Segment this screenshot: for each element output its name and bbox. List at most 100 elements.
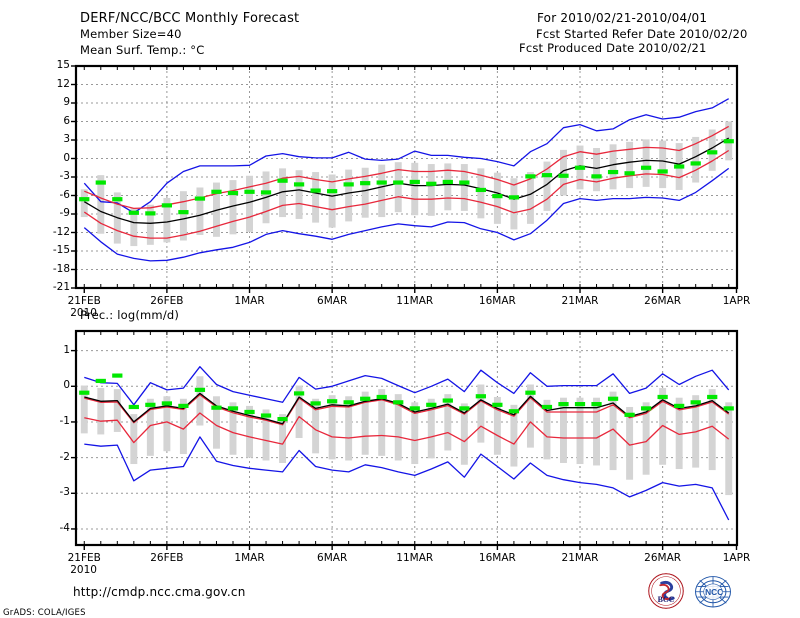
range-bar <box>279 414 287 463</box>
range-bar <box>460 164 468 211</box>
range-bar <box>312 398 320 454</box>
range-bar <box>493 396 501 455</box>
range-bar <box>609 391 617 471</box>
series-mean-1-std <box>83 149 730 239</box>
range-bar <box>246 405 253 458</box>
range-bar <box>295 385 303 438</box>
top-chart-title: Mean Surf. Temp.: °C <box>80 43 205 57</box>
range-bar <box>97 388 105 435</box>
series-ensemble-min <box>83 167 730 262</box>
x-tick-label: 26FEB <box>150 552 184 564</box>
y-tick-label: 12 <box>56 77 70 90</box>
range-bar <box>675 397 683 470</box>
range-bar <box>80 385 88 434</box>
range-bar <box>477 384 485 443</box>
x-tick-label: 1APR <box>722 295 751 307</box>
x-tick-label: 11MAR <box>396 552 434 564</box>
range-bar <box>659 388 667 465</box>
range-bar <box>246 175 253 232</box>
range-bar <box>378 389 386 456</box>
panel-surface-temperature <box>71 64 739 293</box>
range-bar <box>196 376 204 426</box>
member-size-label: Member Size=40 <box>80 27 182 41</box>
y-tick-label: 0 <box>63 151 70 164</box>
bcc-logo-icon: BCC <box>648 573 684 609</box>
range-bar <box>642 139 650 187</box>
range-bar <box>427 164 435 216</box>
y-tick-label: 9 <box>63 96 70 108</box>
y-tick-label: -2 <box>59 450 70 463</box>
x-tick-label: 21FEB <box>67 552 101 564</box>
range-bar <box>80 189 88 218</box>
series-ensemble-mean <box>84 392 730 425</box>
range-bar <box>609 144 617 190</box>
series-mean-1-std <box>84 125 730 210</box>
range-bar <box>593 148 601 192</box>
range-bar <box>560 149 567 196</box>
range-bar <box>543 161 551 211</box>
range-bar <box>113 389 121 432</box>
x-tick-label: 1MAR <box>234 552 265 564</box>
svg-text:NCC: NCC <box>705 587 723 597</box>
range-bar <box>97 175 105 234</box>
range-bar <box>163 197 171 243</box>
range-bar <box>493 172 501 224</box>
y-tick-label: -3 <box>59 486 70 499</box>
range-bar <box>130 414 138 465</box>
range-bar <box>444 163 452 211</box>
range-bar <box>626 141 634 189</box>
range-bar <box>394 162 402 213</box>
range-bar <box>295 170 303 219</box>
range-bar <box>626 406 634 480</box>
x-axis-year-label: 2010 <box>70 307 97 319</box>
svg-text:BCC: BCC <box>658 595 675 604</box>
range-bar <box>560 397 567 463</box>
y-tick-label: -18 <box>52 262 70 275</box>
range-bar <box>146 398 154 456</box>
range-bar <box>378 164 386 218</box>
x-tick-label: 16MAR <box>478 552 516 564</box>
range-bar <box>212 396 220 449</box>
y-tick-label: -4 <box>59 521 70 534</box>
series-mean-1-std <box>84 394 730 426</box>
y-tick-label: -21 <box>52 281 70 293</box>
range-bar <box>708 129 716 171</box>
range-bar <box>427 398 435 459</box>
range-bar <box>477 168 485 219</box>
range-bar <box>229 402 237 455</box>
series-ensemble-max <box>83 98 730 214</box>
grads-credit: GrADS: COLA/IGES <box>3 608 86 618</box>
range-bar <box>179 398 187 455</box>
range-bar <box>328 174 336 228</box>
range-bar <box>361 391 369 455</box>
range-bar <box>526 384 534 448</box>
x-tick-label: 1MAR <box>234 295 265 307</box>
range-bar <box>279 168 287 218</box>
range-bar <box>543 399 551 460</box>
series-ensemble-min <box>84 436 730 521</box>
series-ensemble-max <box>84 366 730 406</box>
range-bar <box>411 402 419 465</box>
x-tick-label: 1APR <box>722 552 751 564</box>
x-tick-label: 21MAR <box>561 552 599 564</box>
range-bar <box>328 395 336 460</box>
range-bar <box>692 136 700 183</box>
range-bar <box>394 394 402 461</box>
x-axis-year-label: 2010 <box>70 564 97 576</box>
range-bar <box>229 180 237 235</box>
range-bar <box>576 397 584 465</box>
y-tick-label: -9 <box>59 207 70 219</box>
range-bar <box>593 397 601 466</box>
range-bar <box>526 172 534 224</box>
range-bar <box>708 389 716 471</box>
range-bar <box>725 402 733 496</box>
website-url[interactable]: http://cmdp.ncc.cma.gov.cn <box>73 585 246 599</box>
range-bar <box>510 404 518 467</box>
range-bar <box>262 409 270 461</box>
y-tick-label: -1 <box>59 414 70 427</box>
series-ensemble-mean <box>83 137 730 224</box>
series-mean-1-std <box>84 412 730 446</box>
x-tick-label: 6MAR <box>317 295 348 307</box>
range-bar <box>179 191 187 241</box>
x-tick-label: 26FEB <box>150 295 184 307</box>
